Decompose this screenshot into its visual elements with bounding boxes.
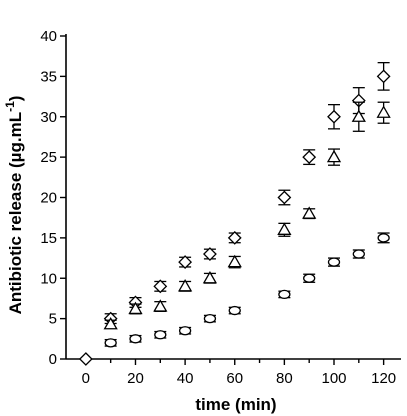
series-triangle	[103, 101, 391, 330]
data-point-triangle	[103, 316, 118, 330]
data-point-circle	[154, 330, 167, 340]
y-axis-title-superscript: -1	[3, 101, 17, 112]
data-point-diamond	[277, 190, 292, 205]
data-point-diamond	[153, 279, 168, 294]
data-point-triangle	[202, 270, 218, 284]
y-axis-title-main: Antibiotic release (µg.mL	[6, 112, 25, 315]
y-tick-label: 10	[40, 270, 57, 287]
x-tick-label: 20	[127, 370, 144, 387]
y-tick-label: 15	[40, 230, 57, 247]
x-tick-label: 0	[82, 370, 90, 387]
data-point-triangle	[302, 206, 317, 219]
x-tick-label: 120	[371, 370, 396, 387]
data-point-diamond	[178, 255, 193, 270]
data-point-circle	[203, 313, 217, 324]
data-point-triangle	[153, 299, 168, 312]
y-tick-label: 40	[40, 28, 57, 45]
x-axis-title: time (min)	[195, 395, 276, 414]
y-axis-title-close: )	[6, 96, 25, 102]
data-point-circle	[129, 334, 142, 344]
data-point-diamond	[203, 247, 217, 261]
data-point-triangle	[128, 301, 143, 315]
data-point-circle	[303, 273, 316, 283]
data-point-triangle	[177, 279, 193, 292]
y-tick-label: 0	[49, 351, 57, 368]
x-tick-label: 100	[321, 370, 346, 387]
data-point-triangle	[376, 105, 391, 118]
data-point-circle	[178, 326, 192, 336]
x-tick-label: 60	[226, 370, 243, 387]
data-marks	[78, 61, 391, 366]
data-point-circle	[104, 338, 117, 348]
data-point-circle	[228, 305, 241, 316]
data-point-triangle	[227, 254, 242, 268]
data-point-triangle	[277, 222, 292, 235]
series-diamond	[78, 61, 391, 366]
y-tick-label: 20	[40, 190, 57, 207]
data-point-circle	[327, 257, 341, 267]
data-point-circle	[377, 233, 390, 243]
data-point-diamond	[302, 150, 317, 165]
data-point-diamond	[376, 69, 391, 84]
y-axis-title: Antibiotic release (µg.mL-1)	[3, 96, 25, 315]
data-point-diamond	[78, 352, 93, 366]
axes: 0 5 10 15 20 25 30 35 40 0 20 40 60 80 100 120	[40, 28, 401, 387]
y-tick-label: 5	[49, 311, 57, 328]
x-tick-label: 80	[276, 370, 293, 387]
y-tick-label: 35	[40, 68, 57, 85]
y-tick-label: 30	[40, 109, 57, 126]
data-point-circle	[278, 289, 291, 300]
data-point-circle	[352, 249, 365, 259]
data-point-diamond	[327, 109, 341, 124]
data-point-triangle	[351, 109, 366, 122]
data-point-triangle	[326, 149, 342, 163]
series-circle	[104, 232, 390, 348]
x-tick-label: 40	[177, 370, 194, 387]
y-tick-label: 25	[40, 149, 57, 166]
data-point-diamond	[227, 230, 242, 245]
